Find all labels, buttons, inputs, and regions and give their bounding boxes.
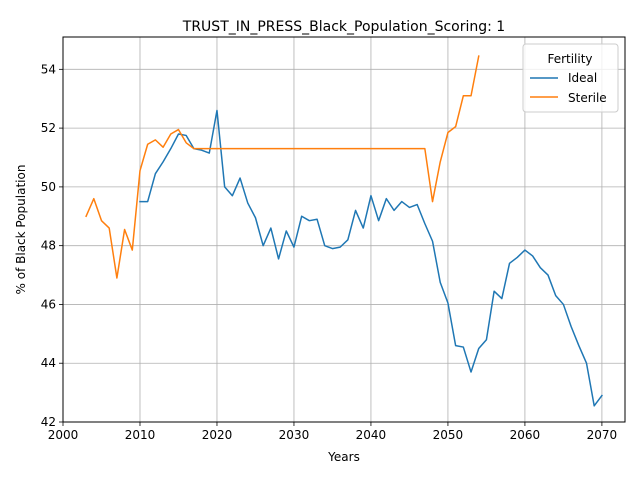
axis-ticks: 2000 2010 2020 2030 2040 2050 2060 2070 42 44 46 48… [41, 62, 617, 442]
legend-title: Fertility [547, 52, 592, 66]
y-tick-label: 42 [41, 415, 56, 429]
plot-frame [62, 36, 626, 423]
x-tick-label: 2060 [510, 428, 541, 442]
x-axis-label: Years [327, 450, 360, 464]
legend-label-sterile: Sterile [568, 91, 607, 105]
x-tick-label: 2020 [202, 428, 233, 442]
y-axis-label: % of Black Population [14, 165, 28, 295]
y-tick-label: 52 [41, 121, 56, 135]
y-tick-label: 46 [41, 297, 56, 311]
x-tick-label: 2070 [587, 428, 618, 442]
x-tick-label: 2040 [356, 428, 387, 442]
y-tick-label: 54 [41, 62, 56, 76]
series-lines [85, 55, 603, 407]
legend-box [522, 43, 619, 113]
x-tick-label: 2030 [279, 428, 310, 442]
x-tick-label: 2000 [48, 428, 79, 442]
y-tick-label: 50 [41, 180, 56, 194]
legend-label-ideal: Ideal [568, 71, 597, 85]
x-tick-label: 2010 [125, 428, 156, 442]
y-tick-label: 48 [41, 239, 56, 253]
x-tick-label: 2050 [433, 428, 464, 442]
chart-title: TRUST_IN_PRESS_Black_Population_Scoring:… [182, 19, 505, 35]
legend: Fertility Ideal Sterile [522, 43, 619, 113]
series-line-ideal [139, 109, 603, 407]
y-tick-label: 44 [41, 356, 56, 370]
series-line-sterile [85, 55, 480, 279]
